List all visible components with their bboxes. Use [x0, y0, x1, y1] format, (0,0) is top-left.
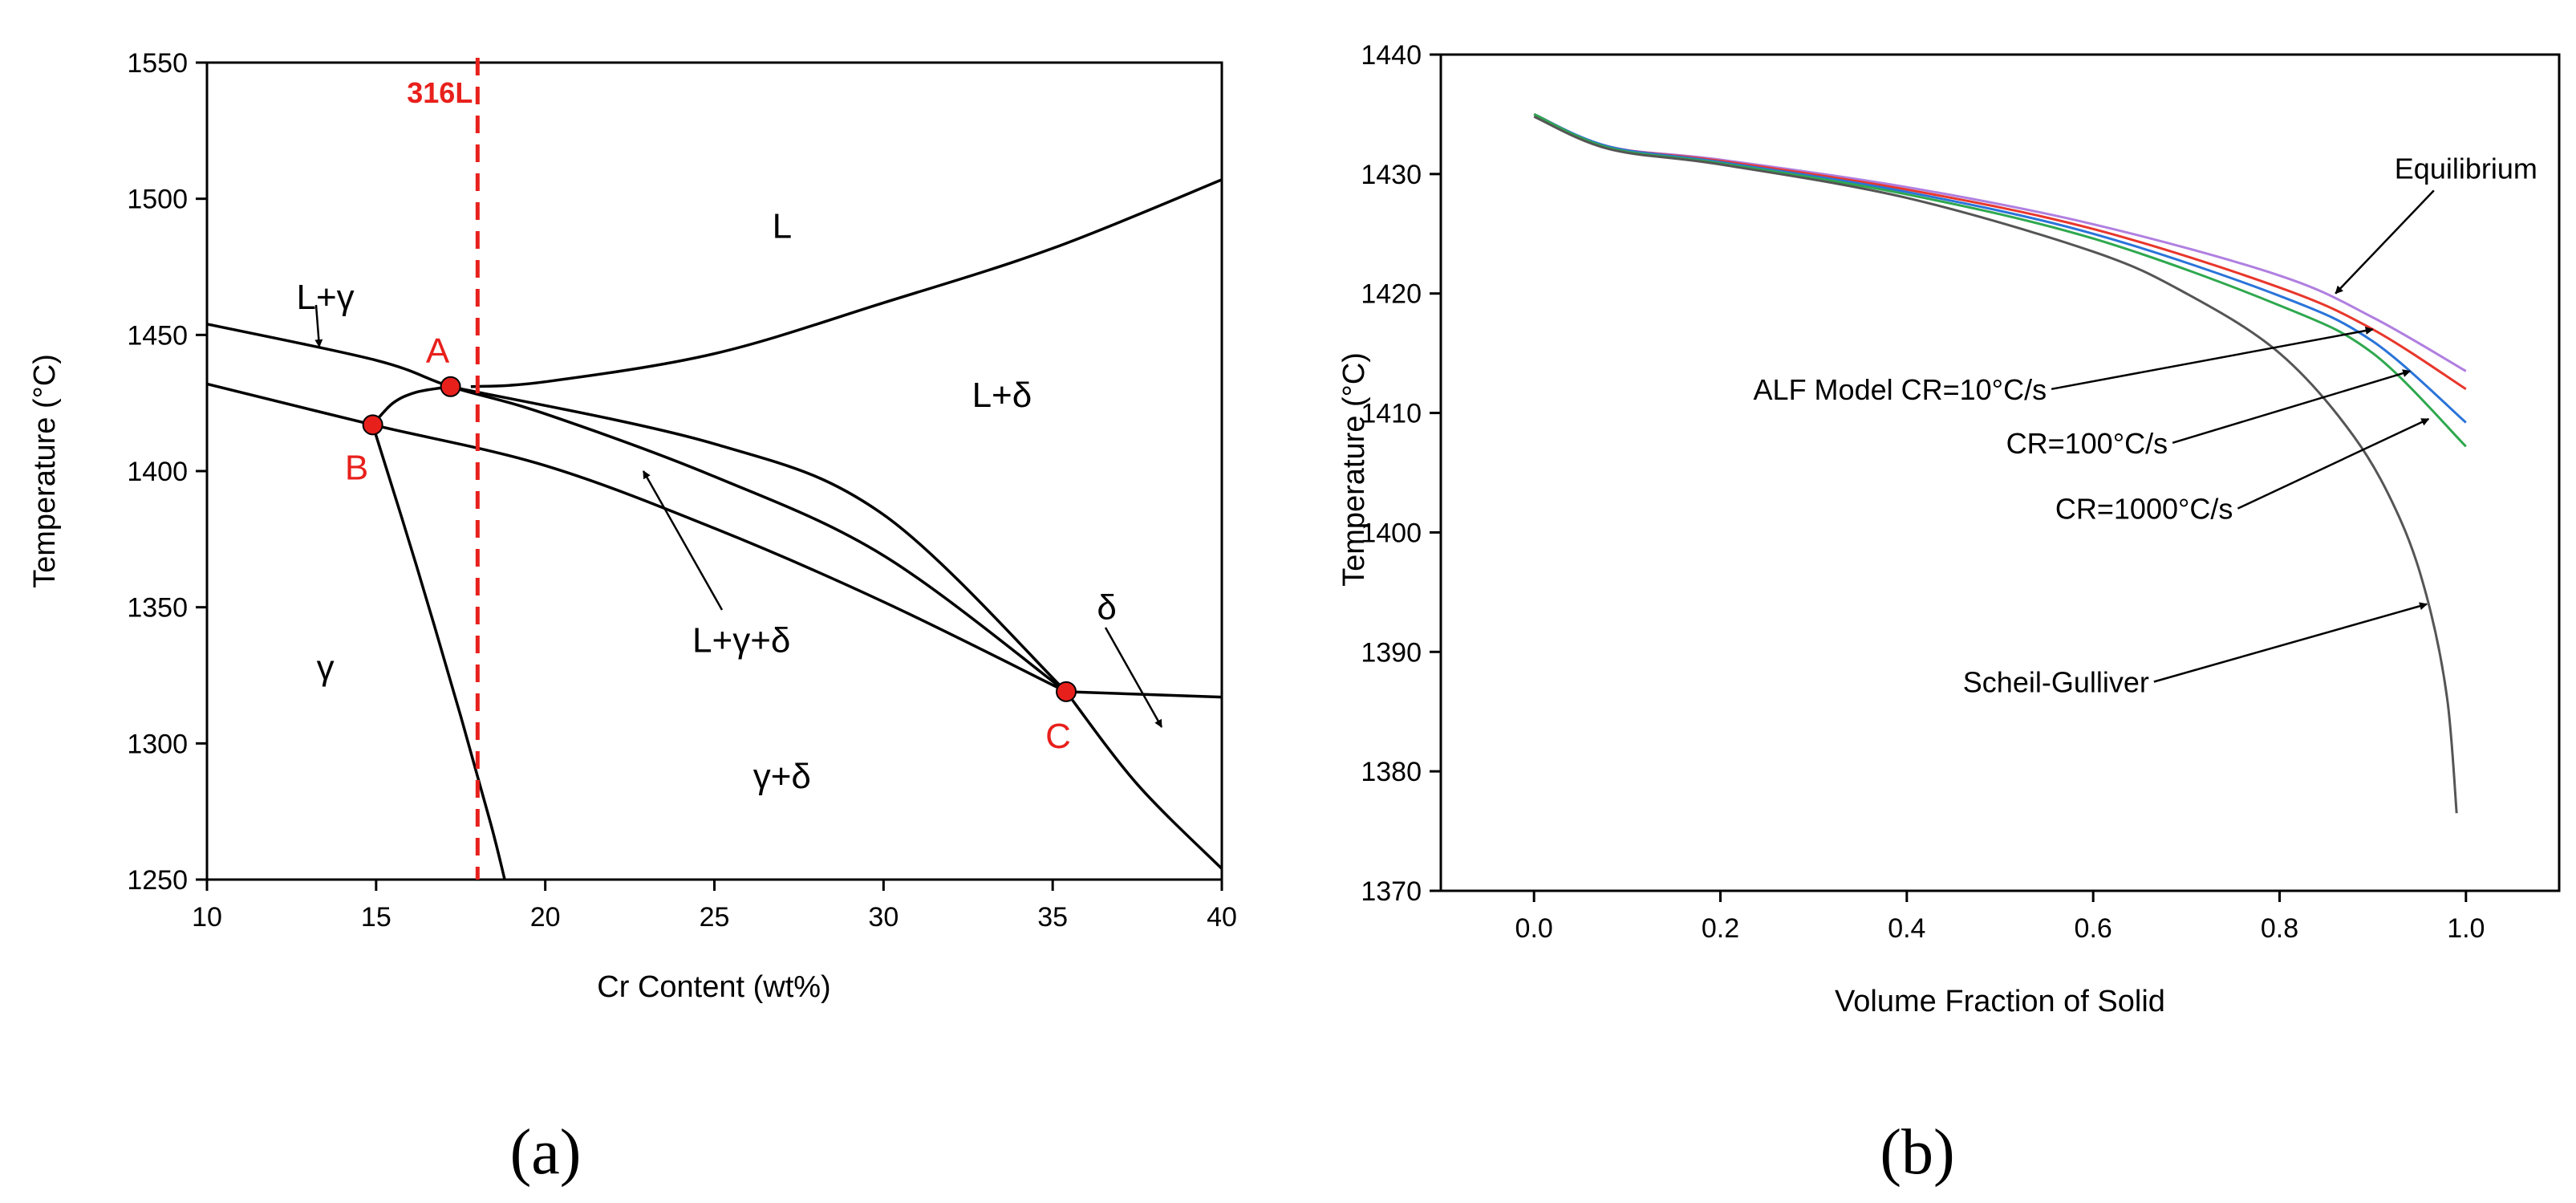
panel-b-arrow-cr-1000-c-s	[2237, 417, 2430, 510]
panel-a-x-tick-label: 15	[361, 902, 391, 933]
panel-a-region-labels: L L+γ L+δ L+γ+δ δ γ γ+δ	[296, 207, 1116, 796]
panel-b-x-axis-title: Volume Fraction of Solid	[1835, 985, 2165, 1018]
panel-a-boundary-liquidus-l-l	[470, 178, 1223, 388]
panel-b-y-tick-label: 1380	[1361, 757, 1422, 787]
panel-a-x-axis-title: Cr Content (wt%)	[597, 970, 830, 1004]
panel-b-series	[1533, 113, 2467, 814]
panel-a-boundary-solvus	[450, 385, 1068, 693]
panel-a-boundary-b-a-connector	[371, 385, 451, 426]
panel-a-point-b	[362, 414, 383, 436]
panel-b-label-alf-model-cr-10-c-s: ALF Model CR=10°C/s	[1754, 373, 2047, 406]
panel-b-label-cr-1000-c-s: CR=1000°C/s	[2055, 493, 2233, 526]
panel-b-x-tick-label: 0.6	[2075, 913, 2112, 944]
panel-a-x-axis: 10 15 20 25 30 35 40	[192, 880, 1237, 933]
panel-b-y-axis-title: Temperature (°C)	[1337, 352, 1371, 587]
panel-a-boundary-boundary	[1065, 690, 1223, 870]
panel-b-y-axis: 1370 1380 1390 1400 1410 1420 1430 1440	[1361, 40, 1441, 907]
panel-a-region-: δ	[1097, 588, 1117, 628]
panel-a-region-l-plus: L+δ	[972, 376, 1032, 415]
panel-a-region-l: L	[773, 207, 792, 246]
panel-a-point-c	[1056, 681, 1077, 702]
panel-b-plot-frame	[1439, 53, 2561, 892]
panel-a-y-tick-label: 1550	[127, 48, 188, 79]
panel-b-arrow-equilibrium	[2335, 189, 2435, 295]
panel-a-boundary-solvus	[371, 424, 506, 880]
panel-a-y-tick-label: 1300	[127, 729, 188, 759]
panel-a-label-arrows	[314, 304, 1163, 728]
panel-a-x-tick-label: 25	[700, 902, 730, 933]
panel-b-annotations: Equilibrium ALF Model CR=10°C/s CR=100°C/s…	[1754, 152, 2537, 698]
panel-b-arrow-cr-100-c-s	[2172, 369, 2412, 444]
panel-a-y-axis: 1250 1300 1350 1400 1450 1500 1550	[127, 48, 207, 896]
panel-a-invariant-points: A B C	[345, 331, 1077, 756]
panel-a-region-l-plus: L+γ+δ	[692, 620, 790, 660]
panel-a-region-plus: γ+δ	[753, 757, 811, 796]
panel-a-region-l-plus: L+γ	[296, 278, 354, 317]
panel-b-series-equilibrium	[1533, 113, 2467, 372]
panel-a-point-a	[440, 376, 461, 397]
panel-b-series-scheil-gulliver	[1533, 116, 2458, 814]
panel-a-phase-boundaries	[206, 178, 1223, 880]
panel-a-x-tick-label: 40	[1207, 902, 1237, 933]
panel-b-x-tick-label: 0.2	[1702, 913, 1739, 944]
panel-b-x-tick-label: 0.8	[2261, 913, 2298, 944]
panel-b-y-tick-label: 1390	[1361, 637, 1422, 668]
panel-b-x-tick-label: 0.0	[1515, 913, 1553, 944]
panel-b-label-cr-100-c-s: CR=100°C/s	[2006, 427, 2168, 460]
panel-a-x-tick-label: 10	[192, 902, 222, 933]
panel-a-y-tick-label: 1400	[127, 457, 188, 487]
panel-b-arrow-scheil-gulliver	[2153, 602, 2428, 683]
panel-b-arrow-alf-model-cr-10-c-s	[2051, 327, 2374, 391]
panel-b-y-tick-label: 1400	[1361, 518, 1422, 548]
panel-a-y-tick-label: 1450	[127, 320, 188, 351]
panel-b-x-tick-label: 1.0	[2447, 913, 2485, 944]
panel-a-caption: (a)	[510, 1117, 582, 1188]
panel-a-point-label-c: C	[1045, 717, 1071, 756]
panel-a-x-tick-label: 20	[530, 902, 561, 933]
panel-b-series-cr-100-c-s	[1533, 113, 2467, 424]
panel-a-316l-label: 316L	[407, 76, 473, 109]
panel-a-point-label-b: B	[345, 448, 368, 487]
panel-b-y-tick-label: 1420	[1361, 279, 1422, 310]
panel-a-point-label-a: A	[426, 331, 450, 371]
panel-b-x-axis: 0.0 0.2 0.4 0.6 0.8 1.0	[1515, 891, 2485, 944]
panel-a-x-tick-label: 30	[868, 902, 899, 933]
panel-b-caption: (b)	[1880, 1117, 1954, 1188]
panel-a-y-tick-label: 1500	[127, 185, 188, 215]
panel-a-boundary-solidus-l	[206, 382, 1067, 693]
panel-b-label-equilibrium: Equilibrium	[2395, 152, 2537, 185]
panel-a-boundary-liquidus-l-l	[206, 323, 1068, 693]
panel-a-y-tick-label: 1350	[127, 593, 188, 624]
panel-a-arrow-l-gamma	[314, 304, 323, 347]
panel-b-y-tick-label: 1410	[1361, 399, 1422, 429]
panel-b-y-tick-label: 1440	[1361, 40, 1422, 71]
panel-a-y-tick-label: 1250	[127, 865, 188, 896]
panel-a-arrow-l-gamma-delta	[642, 470, 724, 611]
panel-a-x-tick-label: 35	[1037, 902, 1068, 933]
panel-a-y-axis-title: Temperature (°C)	[28, 354, 62, 588]
panel-b-x-tick-label: 0.4	[1888, 913, 1925, 944]
panel-b-label-scheil-gulliver: Scheil-Gulliver	[1963, 666, 2149, 699]
panel-b-y-tick-label: 1370	[1361, 876, 1422, 907]
panel-a-region-: γ	[317, 648, 335, 687]
panel-a-arrow-delta	[1104, 627, 1163, 728]
panel-b-y-tick-label: 1430	[1361, 160, 1422, 190]
panel-a-chart: 1250 1300 1350 1400 1450 1500 1550 10 15 20 25 30 3…	[28, 48, 1237, 1188]
